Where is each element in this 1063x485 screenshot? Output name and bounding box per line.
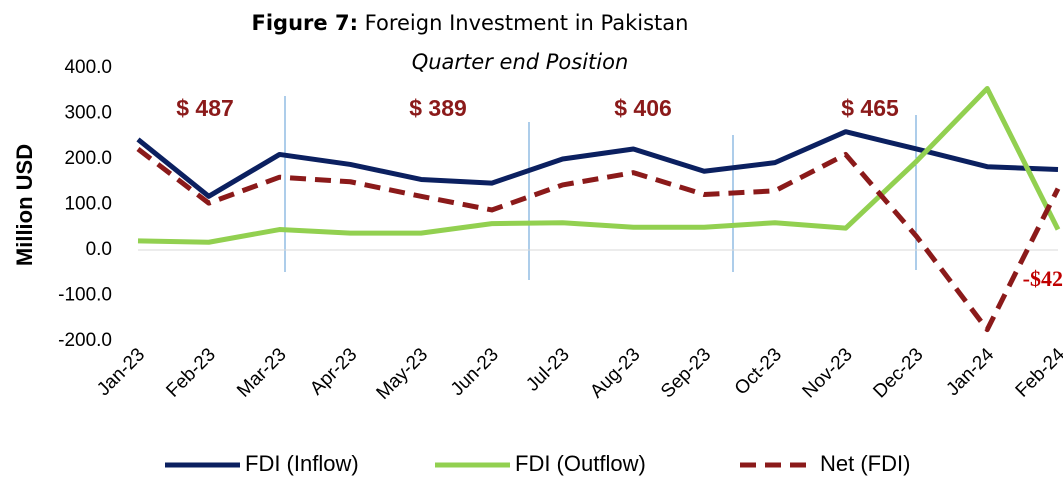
annotation: $ 465 bbox=[841, 95, 899, 121]
title-label: Figure 7: bbox=[252, 11, 358, 35]
x-tick-label: Oct-23 bbox=[731, 344, 786, 399]
legend-label: Net (FDI) bbox=[820, 451, 910, 476]
annotation: $ 487 bbox=[176, 95, 234, 121]
chart-title-wrap: Figure 7: Foreign Investment in Pakistan bbox=[252, 11, 689, 35]
chart-subtitle: Quarter end Position bbox=[412, 50, 629, 74]
x-tick-label: Dec-23 bbox=[869, 344, 927, 402]
y-tick-label: 0.0 bbox=[86, 239, 112, 260]
y-axis-label: Million USD bbox=[12, 144, 37, 266]
annotation: $ 406 bbox=[614, 95, 672, 121]
line-series bbox=[136, 147, 1061, 333]
x-tick-label: Nov-23 bbox=[799, 344, 857, 402]
x-tick-label: Jan-23 bbox=[93, 344, 149, 400]
x-tick-label: Mar-23 bbox=[233, 344, 290, 401]
x-tick-label: Apr-23 bbox=[306, 344, 361, 399]
x-tick-label: Jul-23 bbox=[522, 344, 573, 395]
x-tick-label: Jun-23 bbox=[447, 344, 503, 400]
x-tick-label: Jan-24 bbox=[942, 344, 998, 400]
y-tick-label: -100.0 bbox=[58, 285, 112, 306]
legend-label: FDI (Outflow) bbox=[515, 451, 646, 476]
chart-title: Foreign Investment in Pakistan bbox=[365, 11, 689, 35]
y-tick-label: 200.0 bbox=[64, 148, 112, 169]
line-series bbox=[136, 129, 1059, 199]
y-tick-label: -200.0 bbox=[58, 330, 112, 351]
x-tick-label: May-23 bbox=[373, 344, 433, 404]
line-series bbox=[137, 85, 1061, 245]
x-tick-label: Feb-24 bbox=[1012, 344, 1063, 402]
quarter-separators bbox=[284, 96, 917, 280]
y-tick-label: 100.0 bbox=[64, 194, 112, 215]
x-tick-label: Aug-23 bbox=[586, 344, 644, 402]
legend-label: FDI (Inflow) bbox=[245, 451, 359, 476]
y-tick-label: 300.0 bbox=[64, 103, 112, 124]
x-tick-label: Feb-23 bbox=[162, 344, 219, 401]
y-tick-label: 400.0 bbox=[64, 57, 112, 78]
x-tick-label: Sep-23 bbox=[657, 344, 715, 402]
annotation: -$42 bbox=[1023, 266, 1063, 291]
annotation: $ 389 bbox=[409, 95, 467, 121]
